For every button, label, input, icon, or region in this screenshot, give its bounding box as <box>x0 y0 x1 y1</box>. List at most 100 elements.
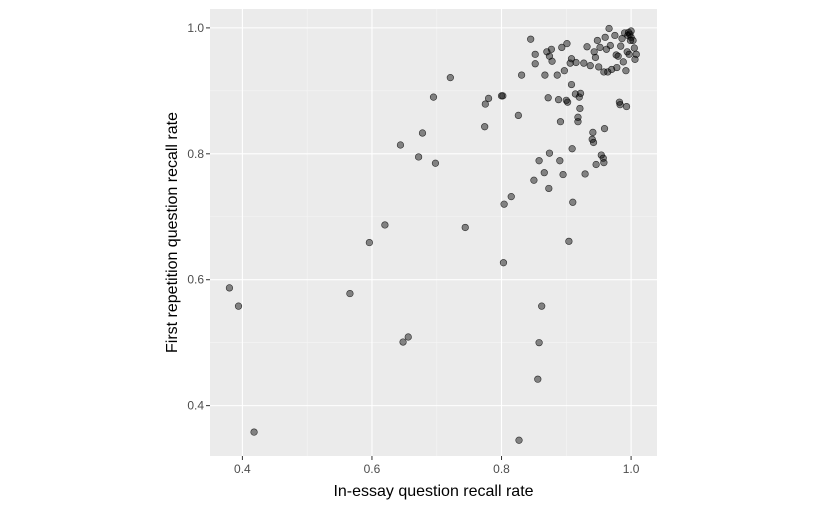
scatter-point <box>500 200 508 208</box>
scatter-point <box>616 101 624 109</box>
scatter-point <box>572 58 580 67</box>
x-axis: 0.4 0.6 0.8 1.0 <box>234 456 640 476</box>
scatter-point <box>629 36 637 45</box>
scatter-point <box>605 24 613 33</box>
scatter-point <box>540 169 548 177</box>
scatter-point <box>625 50 633 58</box>
y-tick-label: 1.0 <box>187 21 204 35</box>
scatter-point <box>590 48 598 56</box>
scatter-point <box>600 125 609 133</box>
scatter-point <box>429 93 438 101</box>
scatter-point <box>543 48 551 56</box>
scatter-point <box>563 98 572 106</box>
scatter-point <box>606 41 614 50</box>
scatter-point <box>531 60 539 68</box>
scatter-point <box>560 67 568 75</box>
scatter-point <box>568 145 576 153</box>
scatter-point <box>534 375 542 383</box>
scatter-point <box>622 67 630 75</box>
scatter-point <box>589 138 598 147</box>
data-points <box>225 24 640 444</box>
major-gridlines <box>210 9 657 456</box>
scatter-point <box>531 50 539 58</box>
scatter-point <box>365 238 373 247</box>
scatter-point <box>404 333 412 341</box>
scatter-point <box>604 68 612 76</box>
scatter-point <box>627 27 635 35</box>
scatter-point <box>593 36 602 45</box>
scatter-point <box>541 71 549 79</box>
scatter-point <box>583 43 591 51</box>
scatter-point <box>544 94 552 102</box>
scatter-point <box>553 71 561 79</box>
scatter-point <box>527 35 535 43</box>
scatter-point <box>507 193 515 201</box>
scatter-point <box>481 123 489 131</box>
scatter-point <box>446 74 454 82</box>
scatter-point <box>569 198 577 206</box>
scatter-point <box>558 43 566 52</box>
y-tick-label: 0.6 <box>187 273 204 287</box>
scatter-point <box>556 118 565 126</box>
scatter-point <box>576 89 585 97</box>
scatter-point <box>601 33 609 41</box>
scatter-point <box>499 92 507 100</box>
scatter-point <box>346 289 354 298</box>
scatter-point <box>614 52 622 60</box>
scatter-point <box>535 339 543 347</box>
x-tick-label: 1.0 <box>623 462 640 476</box>
scatter-point <box>461 223 469 232</box>
scatter-point <box>630 44 638 52</box>
plot-panel <box>210 9 657 456</box>
scatter-point <box>563 40 571 48</box>
scatter-point <box>431 159 440 167</box>
scatter-point <box>545 184 553 193</box>
scatter-point <box>547 45 556 53</box>
scatter-point <box>548 57 556 65</box>
scatter-point <box>250 428 258 436</box>
scatter-point <box>234 302 243 310</box>
scatter-point <box>538 302 546 310</box>
scatter-point <box>611 31 619 40</box>
scatter-point <box>581 170 589 178</box>
y-axis: 0.4 0.6 0.8 1.0 <box>187 21 210 413</box>
scatter-point <box>396 141 405 149</box>
scatter-point <box>613 63 621 72</box>
y-tick-label: 0.8 <box>187 147 204 161</box>
scatter-point <box>567 80 576 89</box>
scatter-point <box>617 42 625 50</box>
x-tick-label: 0.6 <box>364 462 381 476</box>
scatter-point <box>545 149 554 157</box>
scatter-point <box>592 160 600 169</box>
scatter-point <box>600 159 608 167</box>
scatter-point <box>575 93 583 101</box>
scatter-point <box>580 59 588 67</box>
scatter-point <box>484 94 493 102</box>
scatter-point <box>632 50 640 58</box>
scatter-point <box>622 102 631 111</box>
scatter-point <box>530 176 538 184</box>
scatter-point <box>589 128 597 136</box>
scatter-point <box>565 237 573 245</box>
y-axis-title: First repetition question recall rate <box>164 112 181 353</box>
scatter-point <box>602 45 611 53</box>
scatter-point <box>535 157 543 165</box>
scatter-point <box>381 221 389 229</box>
scatter-point <box>225 284 234 292</box>
scatter-point <box>600 68 608 76</box>
scatter-point <box>481 100 489 108</box>
x-axis-title: In-essay question recall rate <box>333 483 533 500</box>
scatter-point <box>554 96 563 104</box>
scatter-point <box>591 53 600 62</box>
scatter-point <box>399 338 407 346</box>
scatter-point <box>576 104 584 113</box>
scatter-point <box>595 63 603 71</box>
scatter-point <box>515 436 523 444</box>
y-tick-label: 0.4 <box>187 399 204 413</box>
scatter-point <box>415 153 423 161</box>
scatter-point <box>556 157 564 165</box>
minor-gridlines <box>210 9 657 456</box>
x-tick-label: 0.8 <box>493 462 510 476</box>
scatter-point <box>612 51 620 59</box>
